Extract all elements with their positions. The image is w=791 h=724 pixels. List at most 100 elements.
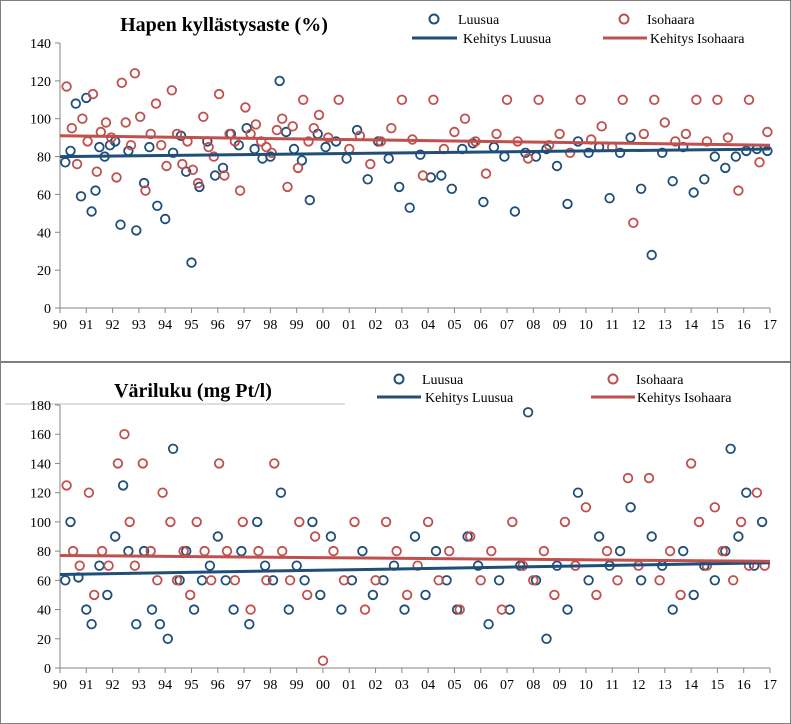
data-point-isohaara [205,575,217,586]
x-tick-label: 00 [316,318,330,333]
data-point-luusua [236,545,247,557]
data-point-isohaara [401,589,413,601]
data-point-luusua [102,589,113,601]
legend-label-luusua: Luusua [422,373,464,388]
data-point-luusua [204,560,216,571]
legend-marker-isohaara [618,13,630,25]
data-point-isohaara [152,575,163,586]
data-point-isohaara [74,560,85,571]
y-tick-label: 80 [37,545,51,560]
data-point-isohaara [507,516,518,528]
y-tick-label: 60 [37,188,51,203]
y-tick-label: 20 [37,264,51,279]
x-tick-label: 01 [342,318,356,333]
data-point-isohaara [444,545,455,557]
x-tick-label: 17 [763,318,777,333]
trend-line-isohaara [59,134,771,147]
data-point-isohaara [649,94,660,106]
data-point-isohaara [428,94,439,106]
data-point-isohaara [422,516,434,528]
x-tick-label: 90 [53,678,67,693]
data-point-luusua [404,202,415,213]
data-point-luusua [733,531,744,542]
data-point-luusua [399,604,410,615]
x-tick-label: 90 [53,318,67,333]
data-point-luusua [657,147,668,159]
data-point-isohaara [112,458,124,469]
data-point-isohaara [317,655,329,666]
data-point-isohaara [459,113,471,124]
data-point-luusua [81,604,92,615]
data-point-luusua [336,604,347,615]
x-tick-label: 91 [79,678,93,693]
data-point-luusua [152,200,163,212]
data-point-isohaara [134,111,146,123]
data-point-luusua [625,502,636,513]
data-point-isohaara [177,158,188,170]
data-point-luusua [154,619,166,630]
legend-label-isohaara: Isohaara [647,13,695,28]
data-point-isohaara [496,604,508,615]
data-point-luusua [522,407,534,418]
data-point-isohaara [722,132,734,143]
x-tick-label: 09 [553,678,567,693]
data-point-luusua [330,136,342,147]
data-point-isohaara [675,589,686,601]
data-point-isohaara [691,94,702,106]
x-tick-label: 09 [553,318,567,333]
x-tick-label: 93 [132,678,146,693]
chart-frame [0,0,791,362]
data-point-isohaara [733,185,744,196]
data-point-luusua [415,149,426,160]
data-point-isohaara [480,168,492,179]
x-axis: 90 91 92 93 94 95 96 97 98 99 00 01 02 03 04 05 06 07 08 09… [53,667,777,693]
x-tick-label: 96 [211,678,225,693]
data-point-luusua [186,257,197,268]
data-point-isohaara [171,575,183,586]
y-tick-label: 80 [37,151,51,166]
x-tick-label: 00 [316,678,330,693]
data-point-luusua [131,619,142,630]
data-point-isohaara [365,158,376,170]
legend-label-luusua: Luusua [458,13,500,28]
y-tick-label: 40 [37,226,51,241]
y-tick-label: 40 [37,604,51,619]
data-point-isohaara [333,94,344,106]
x-tick-label: 95 [184,318,198,333]
legend-marker-isohaara [607,373,619,385]
data-point-isohaara [417,170,429,181]
data-point-isohaara [284,575,296,586]
data-point-isohaara [591,589,602,601]
data-point-isohaara [83,487,95,498]
x-tick-label: 02 [369,318,383,333]
x-tick-label: 05 [447,318,461,333]
x-tick-label: 99 [290,318,304,333]
data-point-luusua [86,206,97,217]
data-point-isohaara [564,147,576,159]
data-point-luusua [357,545,368,557]
data-point-isohaara [538,545,550,557]
data-point-isohaara [680,128,692,140]
x-tick-label: 06 [474,318,488,333]
data-point-isohaara [198,111,209,123]
data-point-isohaara [449,126,460,138]
data-point-luusua [60,575,71,586]
legend-label-trend-luusua: Kehitys Luusua [463,32,552,47]
legend-label-trend-isohaara: Kehitys Isohaara [650,32,745,47]
data-point-isohaara [250,119,262,130]
data-point-luusua [304,194,316,206]
x-tick-label: 10 [579,318,593,333]
data-point-isohaara [359,604,371,615]
chart-title: Väriluku (mg Pt/l) [114,380,272,402]
data-point-luusua [493,575,505,586]
data-point-luusua [94,141,105,153]
data-point-isohaara [386,122,397,134]
data-point-isohaara [129,68,141,79]
data-point-luusua [117,480,129,491]
data-point-luusua [472,560,484,571]
data-point-luusua [167,147,179,159]
data-point-isohaara [157,487,168,498]
data-point-luusua [75,191,87,202]
data-point-isohaara [349,516,360,528]
data-point-isohaara [71,158,83,170]
